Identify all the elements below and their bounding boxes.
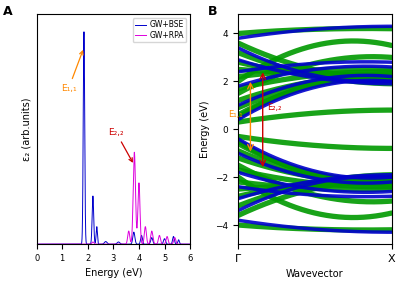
GW+RPA xyxy=(71,243,75,246)
Text: E₂,₂: E₂,₂ xyxy=(108,128,132,162)
GW+RPA xyxy=(186,243,191,246)
X-axis label: Wavevector: Wavevector xyxy=(286,269,344,280)
GW+RPA xyxy=(92,242,97,245)
Legend: GW+BSE, GW+RPA: GW+BSE, GW+RPA xyxy=(133,18,186,42)
GW+BSE xyxy=(34,243,39,246)
Text: A: A xyxy=(3,5,12,18)
GW+BSE xyxy=(71,243,76,246)
GW+RPA xyxy=(132,150,137,154)
Line: GW+RPA: GW+RPA xyxy=(36,152,190,244)
Text: E₂,₂: E₂,₂ xyxy=(267,103,282,112)
GW+BSE xyxy=(70,243,75,246)
Text: B: B xyxy=(207,5,217,18)
Text: E₁,₁: E₁,₁ xyxy=(61,51,83,93)
GW+RPA xyxy=(34,243,39,246)
GW+BSE xyxy=(186,243,191,246)
GW+RPA xyxy=(70,243,75,246)
GW+BSE xyxy=(103,240,108,243)
Y-axis label: Energy (eV): Energy (eV) xyxy=(200,101,210,158)
GW+RPA xyxy=(188,243,192,246)
Y-axis label: ε₂ (arb.units): ε₂ (arb.units) xyxy=(21,97,31,161)
GW+RPA xyxy=(103,243,108,246)
X-axis label: Energy (eV): Energy (eV) xyxy=(85,268,142,278)
GW+BSE xyxy=(81,30,86,34)
GW+BSE xyxy=(188,243,192,246)
Line: GW+BSE: GW+BSE xyxy=(36,32,190,244)
GW+BSE xyxy=(92,237,97,240)
Text: E₁,₁: E₁,₁ xyxy=(228,110,243,119)
GW+BSE xyxy=(71,243,75,246)
GW+RPA xyxy=(71,243,76,246)
